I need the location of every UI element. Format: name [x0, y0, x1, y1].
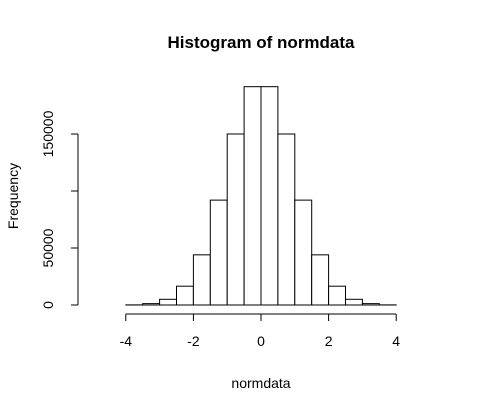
y-axis-label: Frequency: [5, 163, 21, 229]
histogram-bar-4: [159, 298, 178, 306]
x-tick-label-1: -2: [187, 333, 200, 349]
histogram-bar-10: [260, 86, 279, 306]
histogram-bar-13: [311, 254, 330, 306]
y-tick-label-0: 0: [40, 301, 56, 309]
histogram-bar-5: [176, 285, 194, 306]
x-tick-label-3: 2: [325, 333, 333, 349]
y-tick-label-2: 150000: [40, 110, 56, 157]
histogram-bar-14: [328, 285, 347, 306]
histogram-bars: [125, 86, 397, 306]
histogram-bar-12: [294, 199, 313, 306]
histogram-bar-15: [345, 298, 363, 306]
histogram-bar-11: [277, 133, 296, 306]
histogram-bar-16: [361, 303, 380, 306]
x-axis: -4 -2 0 2 4: [120, 313, 400, 349]
histogram-bar-6: [192, 254, 211, 306]
histogram-bar-8: [226, 133, 245, 306]
x-tick-label-4: 4: [392, 333, 400, 349]
y-axis: 0 50000 150000: [40, 110, 79, 309]
histogram-bar-9: [243, 86, 262, 306]
chart-title: Histogram of normdata: [167, 33, 355, 52]
histogram-bar-3: [142, 303, 161, 306]
y-tick-label-1: 50000: [40, 228, 56, 267]
histogram-bar-7: [209, 199, 228, 306]
x-tick-label-2: 0: [257, 333, 265, 349]
x-axis-label: normdata: [231, 375, 290, 391]
x-tick-label-0: -4: [120, 333, 133, 349]
